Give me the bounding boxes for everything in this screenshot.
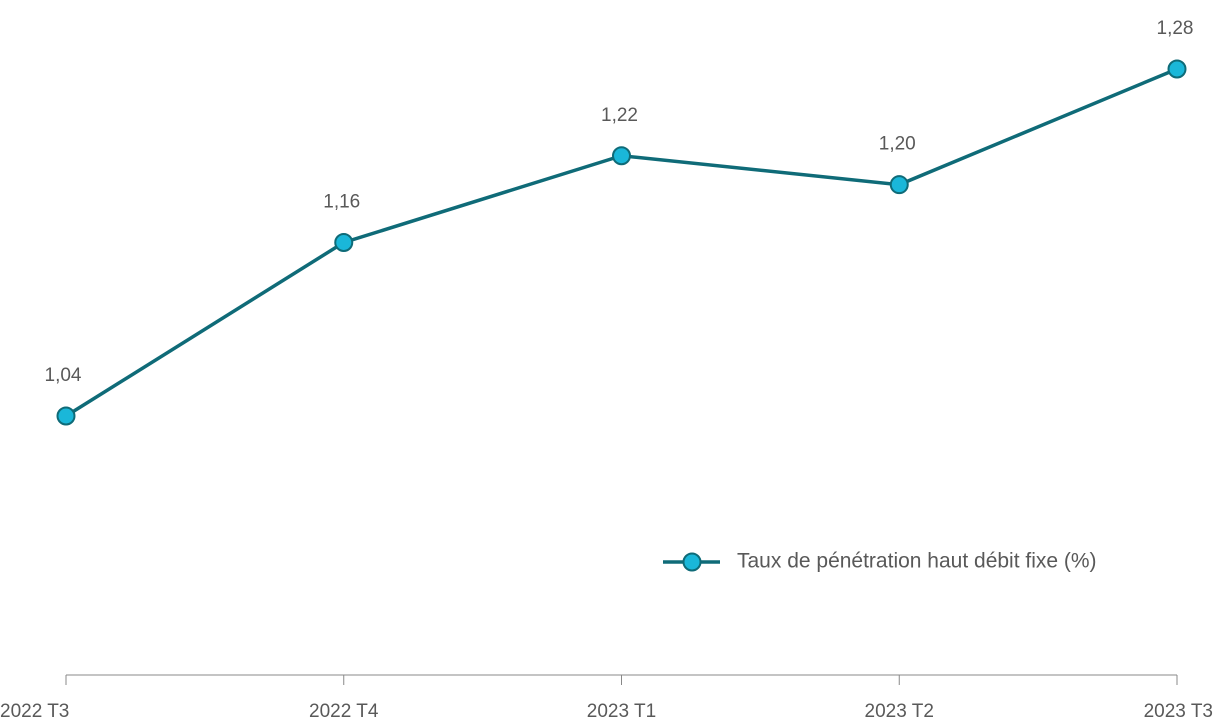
- data-label: 1,22: [601, 105, 638, 126]
- x-tick-label: 2022 T3: [0, 701, 69, 722]
- x-tick-label: 2023 T1: [587, 701, 656, 722]
- marker: [889, 175, 909, 195]
- x-tick-label: 2023 T2: [865, 701, 934, 722]
- x-tick-label: 2023 T3: [1144, 701, 1213, 722]
- legend-label: Taux de pénétration haut débit fixe (%): [737, 550, 1097, 573]
- data-label: 1,28: [1157, 18, 1194, 39]
- marker: [334, 233, 354, 252]
- x-tick-label: 2022 T4: [309, 701, 379, 722]
- marker: [1167, 59, 1187, 79]
- marker: [612, 146, 631, 166]
- data-label: 1,04: [45, 365, 82, 386]
- data-label: 1,20: [879, 134, 916, 155]
- data-label: 1,16: [323, 192, 360, 213]
- marker: [56, 406, 76, 426]
- legend-marker: [682, 552, 702, 572]
